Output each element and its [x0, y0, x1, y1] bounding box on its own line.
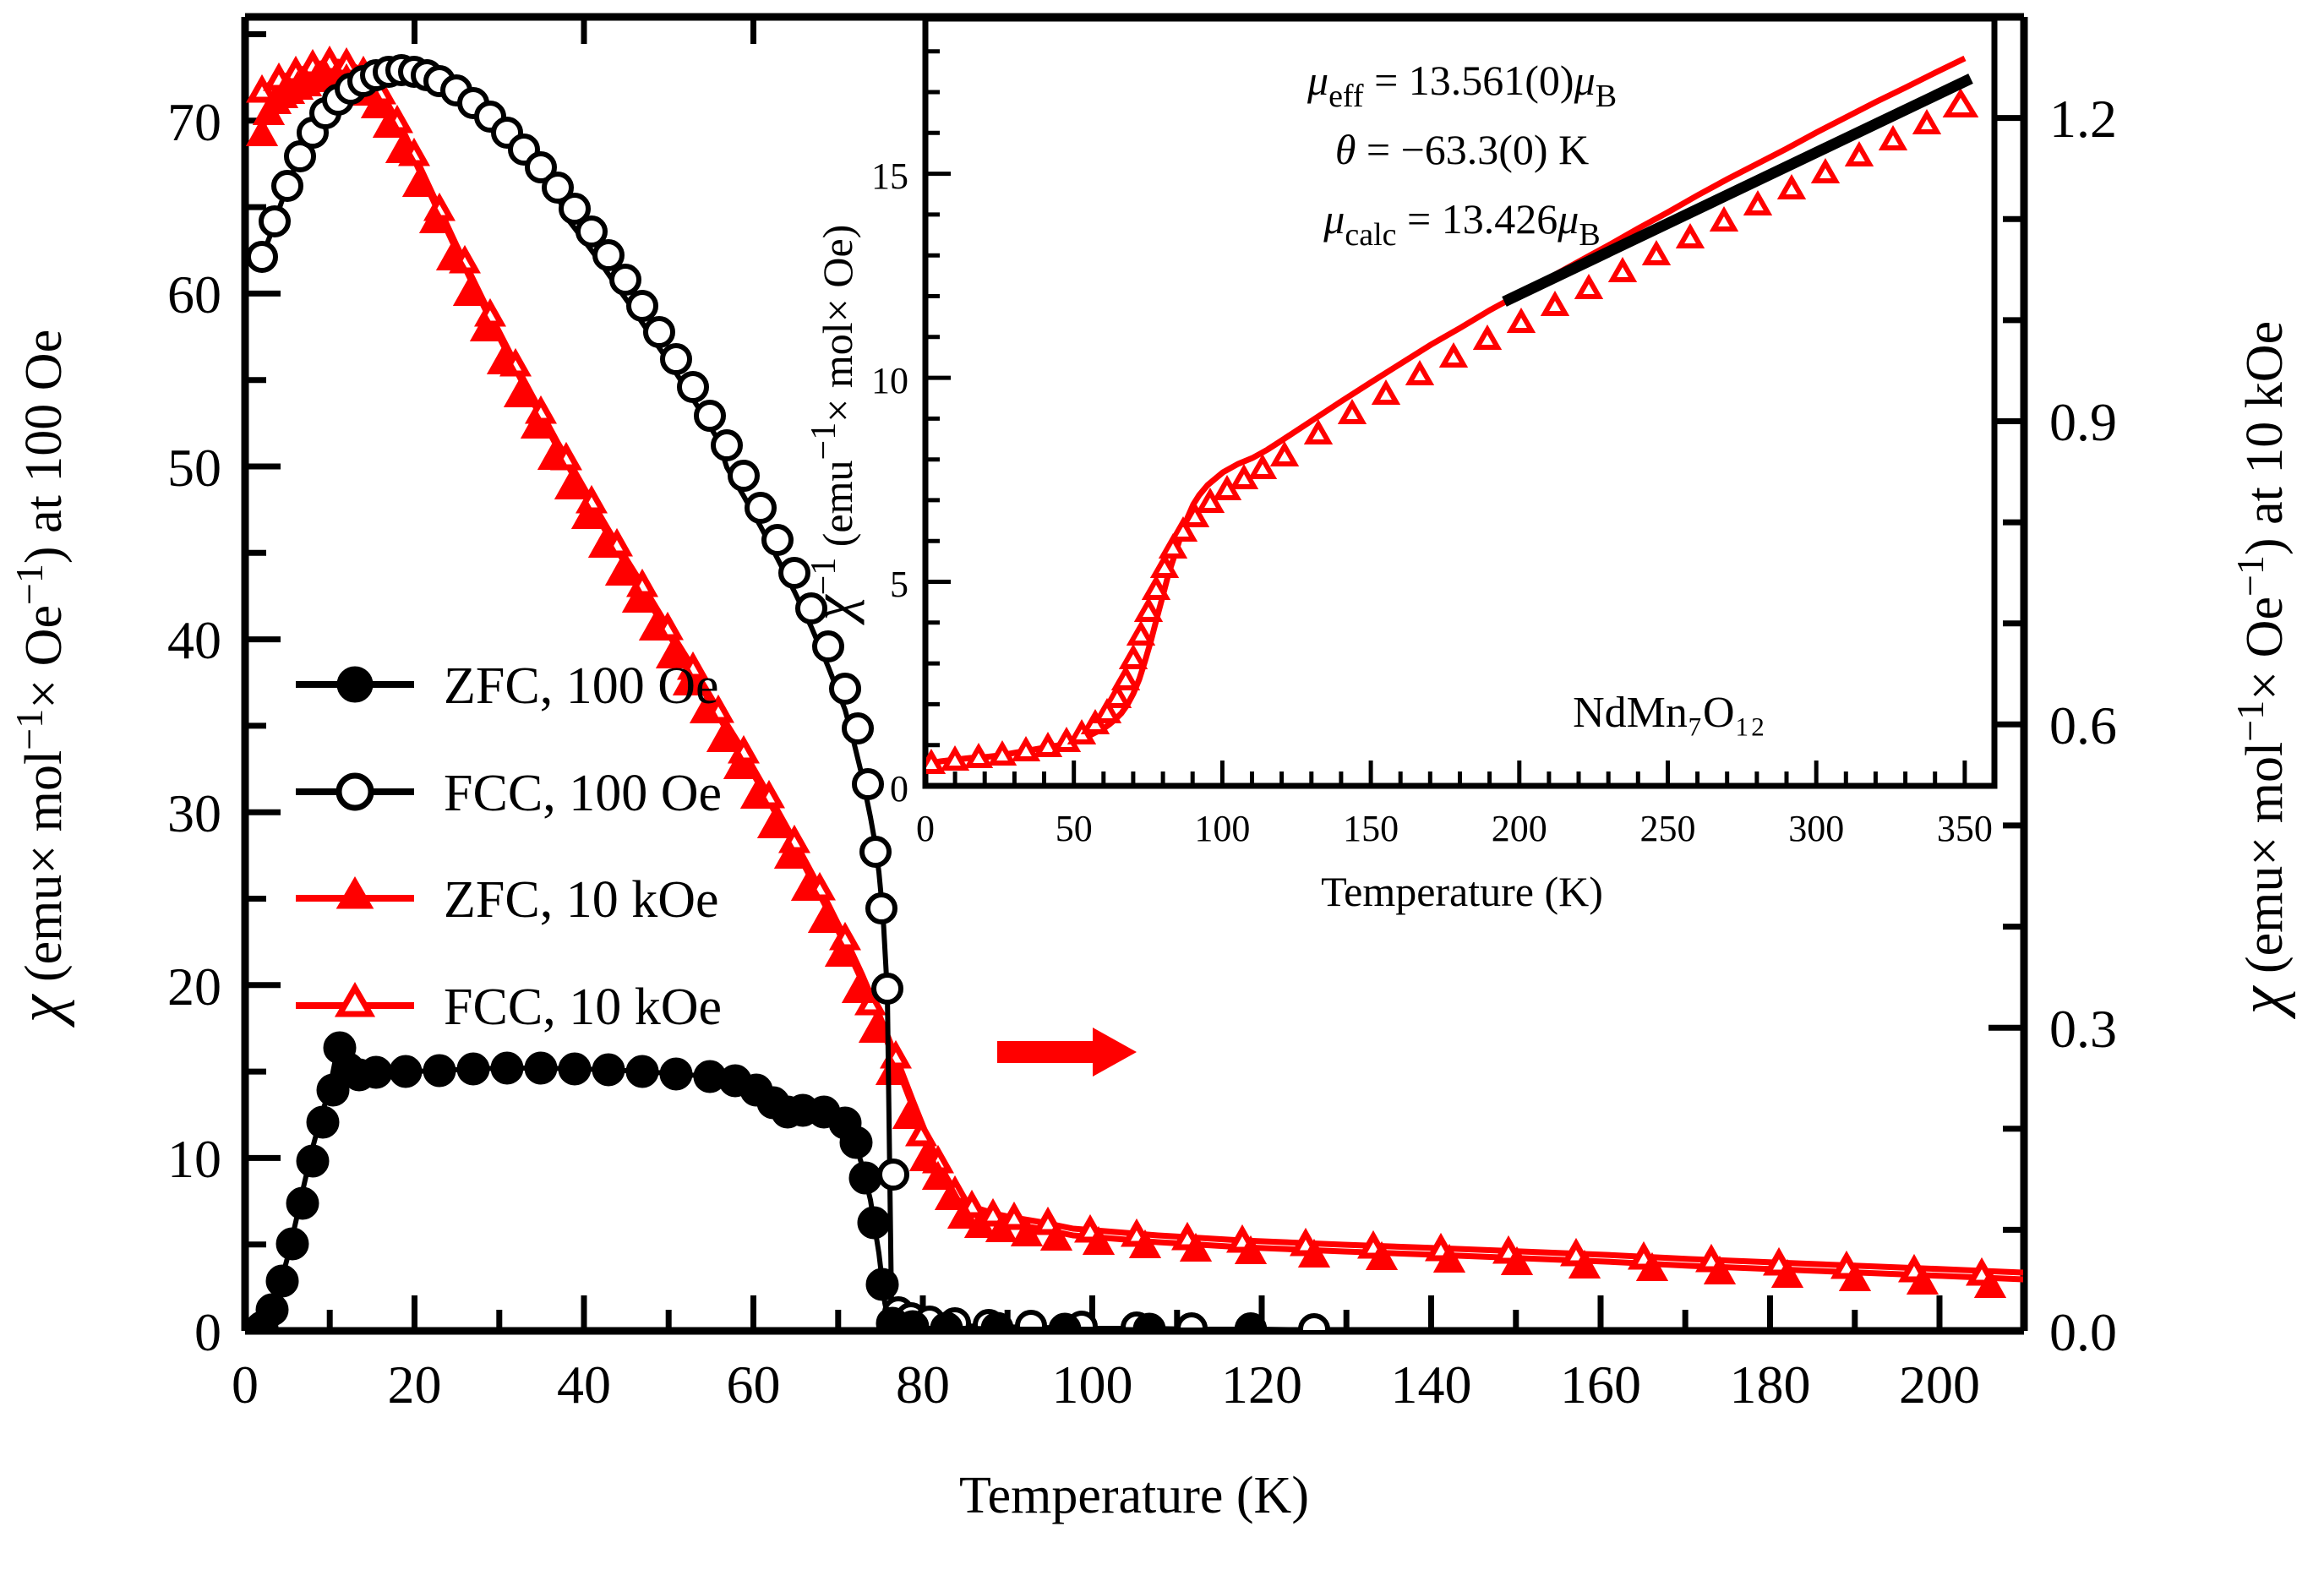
y-right-tick-12: 1.2: [2049, 89, 2117, 149]
y-right-tick-03: 0.3: [2049, 999, 2117, 1059]
svg-text:χ−1 (emu−1× mol× Oe): χ−1 (emu−1× mol× Oe): [800, 225, 865, 626]
legend-label-zfc-100oe: ZFC, 100 Oe: [444, 657, 719, 715]
annotation-mu-calc: μcalc = 13.426μB: [1323, 195, 1600, 253]
legend-label-zfc-10koe: ZFC, 10 kOe: [444, 871, 719, 929]
y-tick-70: 70: [167, 92, 221, 152]
inset-annotations: μeff = 13.561(0)μB θ = −63.3(0) K μcalc …: [1307, 57, 1765, 737]
inset-x-tick-labels: 0 50 100 150 200 250 300 350: [916, 808, 1993, 849]
x-tick-60: 60: [727, 1355, 781, 1415]
x-tick-100: 100: [1052, 1355, 1133, 1415]
main-data-curves: [246, 45, 2023, 1330]
main-y-right-axis-label: χ (emu× mol−1× Oe−1) at 10 kOe: [2227, 321, 2296, 1019]
svg-text:χ (emu× mol−1× Oe−1) at 10 kOe: χ (emu× mol−1× Oe−1) at 10 kOe: [2227, 321, 2296, 1019]
inset-x-tick-250: 250: [1640, 808, 1696, 849]
main-y-left-tick-labels: 0 10 20 30 40 50 60 70: [167, 92, 221, 1362]
y-tick-10: 10: [167, 1129, 221, 1189]
inset-x-tick-300: 300: [1788, 808, 1844, 849]
inset-sample-label: NdMn₇O₁₂: [1573, 689, 1765, 737]
x-tick-80: 80: [896, 1355, 950, 1415]
inset-x-tick-100: 100: [1194, 808, 1250, 849]
inset-y-ticks: [925, 49, 951, 788]
x-tick-20: 20: [388, 1355, 442, 1415]
inset-y-tick-labels: 0 5 10 15: [871, 155, 908, 810]
inset-x-axis-label: Temperature (K): [1321, 868, 1603, 915]
annotation-theta: θ = −63.3(0) K: [1335, 126, 1589, 173]
legend-item-zfc-100oe[interactable]: ZFC, 100 Oe: [296, 657, 719, 715]
inset-y-tick-10: 10: [871, 360, 908, 401]
inset-x-tick-150: 150: [1343, 808, 1399, 849]
open-triangle-icon: [334, 982, 376, 1017]
open-circle-icon: [336, 772, 374, 811]
filled-triangle-icon: [336, 876, 374, 909]
legend-item-fcc-10koe[interactable]: FCC, 10 kOe: [296, 979, 722, 1036]
inset-y-axis-label: χ−1 (emu−1× mol× Oe): [800, 225, 865, 626]
y-right-tick-09: 0.9: [2049, 392, 2117, 452]
y-tick-20: 20: [167, 957, 221, 1017]
y-tick-60: 60: [167, 264, 221, 324]
inset-y-tick-15: 15: [871, 155, 908, 197]
inset-x-tick-350: 350: [1937, 808, 1993, 849]
y-right-tick-06: 0.6: [2049, 695, 2117, 755]
x-tick-40: 40: [557, 1355, 611, 1415]
x-tick-160: 160: [1560, 1355, 1641, 1415]
x-tick-180: 180: [1730, 1355, 1811, 1415]
legend-label-fcc-10koe: FCC, 10 kOe: [444, 979, 722, 1036]
legend-label-fcc-100oe: FCC, 100 Oe: [444, 765, 722, 822]
x-tick-140: 140: [1391, 1355, 1472, 1415]
series-zfc-100oe-markers: [246, 1031, 1268, 1330]
series-fcc-100oe-markers: [246, 54, 1330, 1330]
legend-item-fcc-100oe[interactable]: FCC, 100 Oe: [296, 765, 722, 822]
annotation-mu-eff: μeff = 13.561(0)μB: [1307, 57, 1617, 114]
main-y-left-axis-label: χ (emu× mol−1× Oe−1) at 100 Oe: [6, 330, 75, 1028]
filled-circle-icon: [336, 666, 374, 703]
y-tick-30: 30: [167, 783, 221, 843]
svg-text:χ (emu× mol−1× Oe−1) at 100 Oe: χ (emu× mol−1× Oe−1) at 100 Oe: [6, 330, 75, 1028]
y-tick-50: 50: [167, 438, 221, 498]
legend-item-zfc-10koe[interactable]: ZFC, 10 kOe: [296, 871, 719, 929]
x-tick-200: 200: [1899, 1355, 1980, 1415]
inset-x-tick-50: 50: [1056, 808, 1093, 849]
inset-x-ticks: [923, 761, 1967, 786]
x-tick-0: 0: [232, 1355, 259, 1415]
inset-x-tick-0: 0: [916, 808, 935, 849]
inset-plot: 0 50 100 150 200 250 300 350 Temperature…: [800, 15, 1998, 915]
y-right-tick-00: 0.0: [2049, 1302, 2117, 1362]
inset-x-tick-200: 200: [1492, 808, 1547, 849]
series-zfc-10koe-markers: [246, 60, 2007, 1298]
inset-y-tick-5: 5: [890, 564, 908, 605]
x-tick-120: 120: [1221, 1355, 1302, 1415]
legend: ZFC, 100 Oe FCC, 100 Oe ZFC, 10 kOe FCC,…: [296, 657, 722, 1036]
y-tick-0: 0: [194, 1302, 221, 1362]
main-x-axis-label: Temperature (K): [959, 1467, 1309, 1524]
inset-series-curie-weiss-fit: [1502, 74, 1973, 307]
inset-data: [926, 55, 1979, 774]
inset-series-markers: [926, 88, 1979, 774]
main-x-tick-labels: 0 20 40 60 80 100 120 140 160 180 200: [232, 1355, 1980, 1415]
right-axis-arrow-icon: [997, 1028, 1137, 1077]
main-y-right-tick-labels: 0.0 0.3 0.6 0.9 1.2: [2049, 89, 2117, 1362]
inset-y-tick-0: 0: [890, 768, 908, 810]
y-tick-40: 40: [167, 610, 221, 670]
